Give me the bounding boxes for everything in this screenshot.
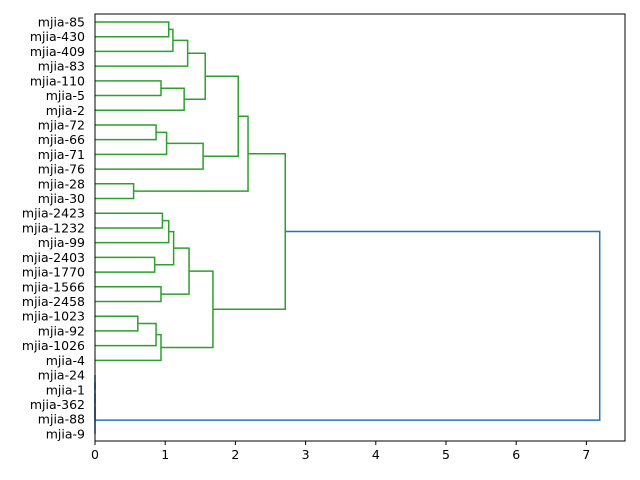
leaf-label: mjia-430 xyxy=(30,29,85,44)
x-tick-label: 0 xyxy=(91,447,99,462)
dendrogram-link xyxy=(95,322,157,347)
leaf-label: mjia-83 xyxy=(38,59,85,74)
leaf-label: mjia-72 xyxy=(38,117,85,132)
leaf-label: mjia-1770 xyxy=(22,265,85,280)
leaf-label: mjia-5 xyxy=(46,88,85,103)
leaf-labels: mjia-85mjia-430mjia-409mjia-83mjia-110mj… xyxy=(22,15,85,442)
dendrogram-link xyxy=(154,230,175,266)
x-tick-label: 4 xyxy=(372,447,380,462)
dendrogram-link xyxy=(160,270,214,349)
dendrogram-link xyxy=(95,230,601,421)
leaf-label: mjia-362 xyxy=(30,397,85,412)
dendrogram-links xyxy=(94,21,601,434)
dendrogram-link xyxy=(203,75,239,157)
leaf-label: mjia-1026 xyxy=(22,338,85,353)
dendrogram-link xyxy=(95,183,135,200)
dendrogram-link xyxy=(95,124,157,141)
leaf-label: mjia-66 xyxy=(38,132,85,147)
dendrogram-link xyxy=(95,333,162,362)
plot-frame xyxy=(94,13,626,442)
dendrogram-link xyxy=(95,21,170,38)
leaf-label: mjia-4 xyxy=(46,353,85,368)
leaf-label: mjia-30 xyxy=(38,191,85,206)
leaf-label: mjia-76 xyxy=(38,162,85,177)
x-tick-label: 5 xyxy=(442,447,450,462)
x-axis-ticks: 0 1 2 3 4 5 6 7 xyxy=(91,441,590,462)
leaf-label: mjia-92 xyxy=(38,323,85,338)
leaf-label: mjia-24 xyxy=(38,368,85,383)
leaf-label: mjia-409 xyxy=(30,44,85,59)
leaf-label: mjia-1566 xyxy=(22,279,85,294)
dendrogram-link xyxy=(95,315,139,332)
leaf-label: mjia-1023 xyxy=(22,309,85,324)
dendrogram-link xyxy=(95,212,164,229)
x-tick-label: 7 xyxy=(582,447,590,462)
dendrogram-link xyxy=(95,142,204,170)
dendrogram-link xyxy=(160,247,190,295)
leaf-label: mjia-88 xyxy=(38,412,85,427)
leaf-label: mjia-2458 xyxy=(22,294,85,309)
dendrogram-link xyxy=(95,28,174,53)
leaf-label: mjia-1232 xyxy=(22,220,85,235)
x-tick-label: 2 xyxy=(231,447,239,462)
leaf-label: mjia-110 xyxy=(30,73,85,88)
dendrogram-link xyxy=(133,115,249,192)
dendrogram-link xyxy=(95,219,170,244)
leaf-label: mjia-9 xyxy=(46,426,85,441)
leaf-label: mjia-71 xyxy=(38,147,85,162)
x-tick-label: 3 xyxy=(302,447,310,462)
leaf-label: mjia-2 xyxy=(46,103,85,118)
dendrogram-link xyxy=(95,87,185,112)
leaf-label: mjia-99 xyxy=(38,235,85,250)
x-tick-label: 6 xyxy=(512,447,520,462)
dendrogram-link xyxy=(95,286,162,303)
leaf-label: mjia-2423 xyxy=(22,206,85,221)
dendrogram-link xyxy=(212,152,286,311)
leaf-label: mjia-2403 xyxy=(22,250,85,265)
leaf-label: mjia-28 xyxy=(38,176,85,191)
leaf-label: mjia-85 xyxy=(38,15,85,30)
dendrogram-link xyxy=(95,39,189,67)
leaf-label: mjia-1 xyxy=(46,382,85,397)
dendrogram-link xyxy=(95,256,156,273)
dendrogram-link xyxy=(95,80,162,97)
x-tick-label: 1 xyxy=(161,447,169,462)
